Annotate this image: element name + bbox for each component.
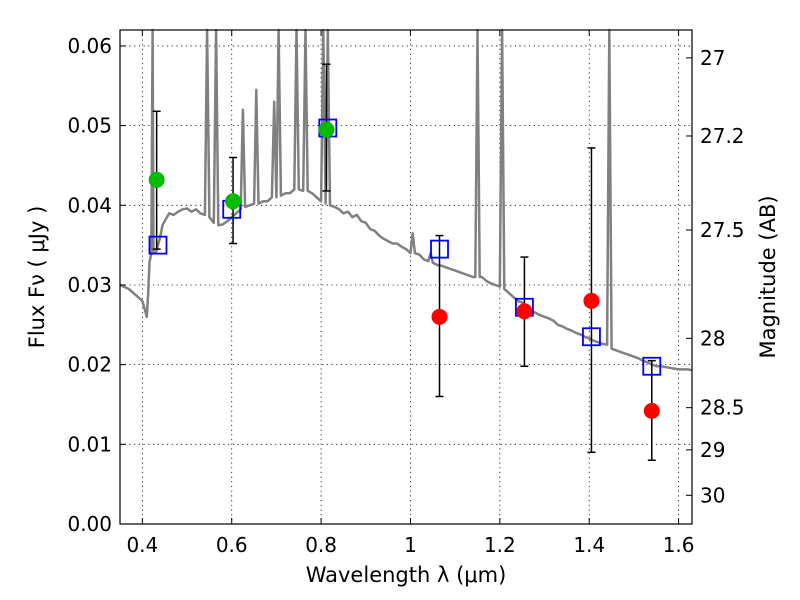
photometry-point-series: [148, 121, 660, 419]
y-tick-labels: 0.00 0.01 0.02 0.03 0.04 0.05 0.06: [67, 34, 112, 536]
right-tick-label: 27.5: [700, 218, 745, 242]
ticks: [120, 30, 692, 525]
model-square-point: [148, 235, 168, 255]
y-tick-label: 0.00: [67, 512, 112, 536]
red-photometry-point: [583, 292, 600, 309]
right-tick-label: 27.2: [700, 124, 745, 148]
x-tick-label: 1: [404, 533, 417, 557]
y-tick-label: 0.02: [67, 353, 112, 377]
x-tick-label: 1.6: [663, 533, 695, 557]
right-tick-label: 28.5: [700, 396, 745, 420]
y-tick-label: 0.06: [67, 34, 112, 58]
x-tick-label: 1.4: [573, 533, 605, 557]
model-square-point: [582, 327, 601, 347]
spectrum-series: [119, 28, 693, 372]
x-tick-label: 0.6: [216, 533, 248, 557]
y-tick-label: 0.05: [67, 114, 112, 138]
right-axis-label: Magnitude (AB): [756, 195, 780, 358]
x-tick-label: 0.4: [126, 533, 158, 557]
green-photometry-point: [225, 193, 242, 210]
spectrum-line: [119, 28, 693, 372]
right-tick-labels: 27 27.2 27.5 28 28.5 29 30: [700, 46, 745, 507]
green-photometry-point: [148, 171, 165, 188]
red-photometry-point: [516, 303, 533, 320]
red-photometry-point: [431, 308, 448, 325]
plot-frame: [119, 29, 693, 525]
right-tick-label: 27: [700, 46, 725, 70]
green-photometry-point: [318, 121, 335, 138]
right-tick-label: 28: [700, 326, 725, 350]
x-tick-labels: 0.4 0.6 0.8 1 1.2 1.4 1.6: [126, 533, 694, 557]
right-tick-label: 29: [700, 438, 725, 462]
right-tick-label: 30: [700, 483, 725, 507]
x-axis-label: Wavelength λ (μm): [306, 563, 507, 587]
x-tick-label: 1.2: [484, 533, 516, 557]
y-axis-label: Flux Fν ( μJy ): [25, 206, 49, 349]
x-tick-label: 0.8: [305, 533, 337, 557]
model-square-point: [430, 239, 449, 259]
y-tick-label: 0.04: [67, 193, 112, 217]
errorbar-series: [152, 63, 656, 462]
red-photometry-point: [643, 402, 660, 419]
y-tick-label: 0.03: [67, 273, 112, 297]
y-tick-label: 0.01: [67, 432, 112, 456]
model-square-point: [642, 356, 662, 376]
